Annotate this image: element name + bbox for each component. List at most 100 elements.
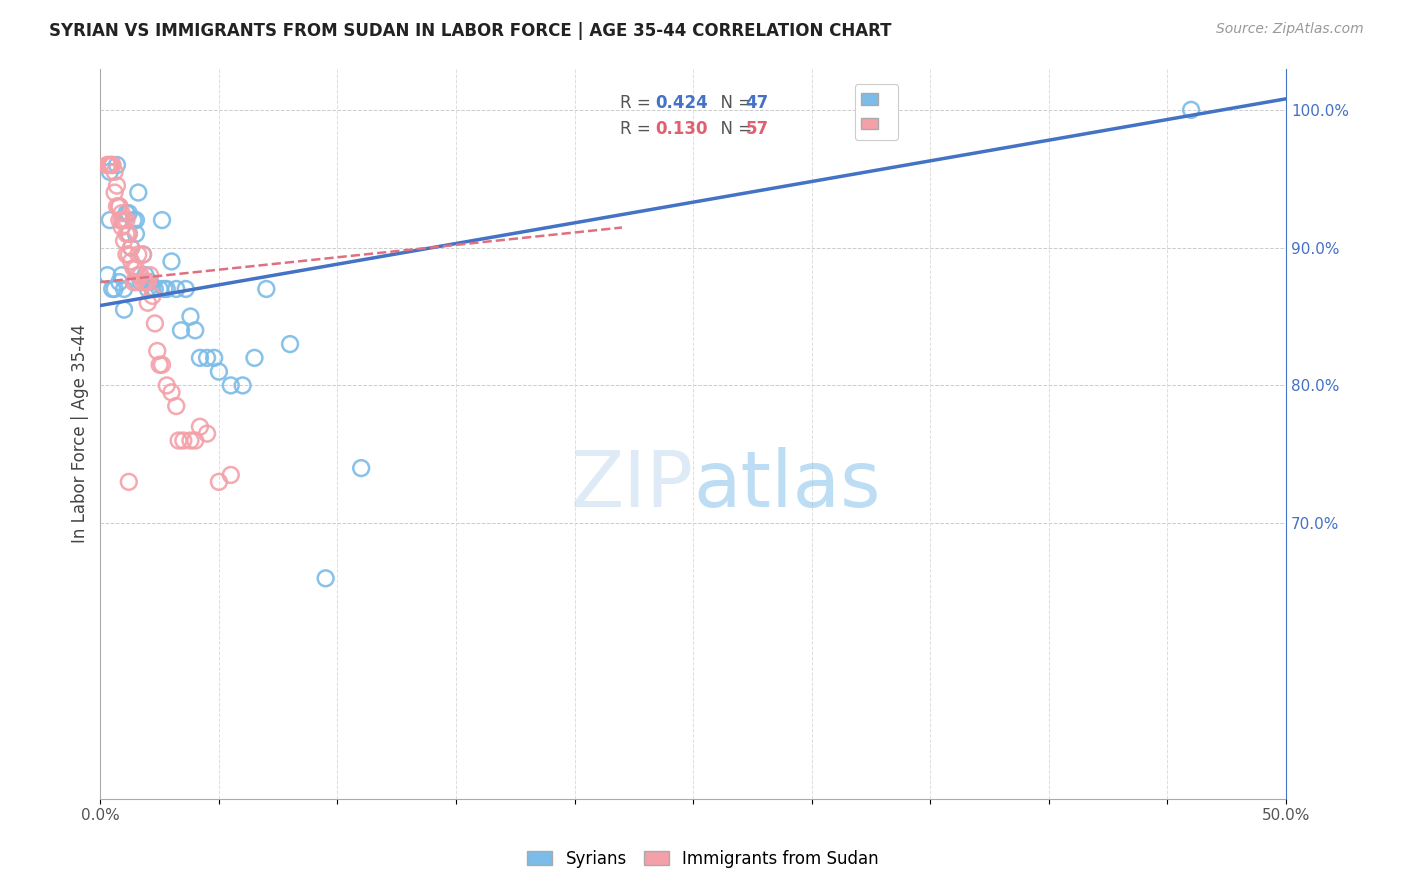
Point xyxy=(134,275,156,289)
Point xyxy=(172,434,194,448)
Point xyxy=(143,282,166,296)
Point xyxy=(98,158,121,172)
Point xyxy=(208,475,231,489)
Point xyxy=(179,310,201,324)
Point xyxy=(120,241,142,255)
Point xyxy=(115,227,138,241)
Point xyxy=(108,275,131,289)
Point xyxy=(129,268,152,283)
Text: SYRIAN VS IMMIGRANTS FROM SUDAN IN LABOR FORCE | AGE 35-44 CORRELATION CHART: SYRIAN VS IMMIGRANTS FROM SUDAN IN LABOR… xyxy=(49,22,891,40)
Point xyxy=(174,282,197,296)
Point xyxy=(141,282,163,296)
Legend:  ,  : , xyxy=(855,84,898,140)
Point xyxy=(150,213,173,227)
Point xyxy=(129,275,152,289)
Text: ZIP: ZIP xyxy=(571,447,693,523)
Point xyxy=(105,178,128,193)
Point xyxy=(101,158,124,172)
Point xyxy=(136,295,159,310)
Text: 0.130: 0.130 xyxy=(655,120,707,137)
Point xyxy=(170,323,193,337)
Point xyxy=(115,213,138,227)
Point xyxy=(149,358,172,372)
Point xyxy=(195,426,218,441)
Point xyxy=(315,571,337,585)
Point xyxy=(150,358,173,372)
Point xyxy=(134,268,156,283)
Point xyxy=(208,365,231,379)
Point xyxy=(118,227,141,241)
Point xyxy=(153,282,176,296)
Point xyxy=(108,213,131,227)
Text: R =: R = xyxy=(620,120,655,137)
Point xyxy=(184,323,207,337)
Point xyxy=(195,351,218,365)
Point xyxy=(103,165,125,179)
Point xyxy=(184,434,207,448)
Point xyxy=(254,282,277,296)
Point xyxy=(118,206,141,220)
Point xyxy=(149,282,172,296)
Point xyxy=(108,199,131,213)
Point xyxy=(111,268,134,283)
Point xyxy=(101,158,124,172)
Point xyxy=(202,351,225,365)
Point xyxy=(101,158,124,172)
Text: 57: 57 xyxy=(745,120,769,137)
Point xyxy=(188,351,211,365)
Point xyxy=(111,206,134,220)
Point xyxy=(98,165,121,179)
Point xyxy=(167,434,190,448)
Point xyxy=(179,434,201,448)
Point xyxy=(160,385,183,400)
Point xyxy=(96,158,118,172)
Point xyxy=(120,241,142,255)
Text: R =: R = xyxy=(620,94,655,112)
Point xyxy=(141,289,163,303)
Point xyxy=(96,268,118,283)
Point xyxy=(112,234,135,248)
Point xyxy=(127,186,149,200)
Point xyxy=(122,261,145,276)
Point xyxy=(350,461,373,475)
Point xyxy=(188,419,211,434)
Point xyxy=(165,282,187,296)
Point xyxy=(156,378,179,392)
Point xyxy=(139,268,162,283)
Legend: Syrians, Immigrants from Sudan: Syrians, Immigrants from Sudan xyxy=(520,844,886,875)
Text: 0.424: 0.424 xyxy=(655,94,709,112)
Point xyxy=(118,247,141,261)
Point xyxy=(132,275,155,289)
Point xyxy=(98,213,121,227)
Point xyxy=(103,186,125,200)
Point xyxy=(125,261,148,276)
Point xyxy=(143,317,166,331)
Point xyxy=(98,158,121,172)
Point xyxy=(127,247,149,261)
Point xyxy=(118,475,141,489)
Point xyxy=(122,275,145,289)
Point xyxy=(278,337,301,351)
Point xyxy=(219,467,242,482)
Point xyxy=(127,268,149,283)
Text: 47: 47 xyxy=(745,94,769,112)
Point xyxy=(122,213,145,227)
Point xyxy=(243,351,266,365)
Point xyxy=(118,227,141,241)
Text: N =: N = xyxy=(710,120,756,137)
Text: N =: N = xyxy=(710,94,756,112)
Point xyxy=(120,254,142,268)
Point xyxy=(132,247,155,261)
Point xyxy=(125,275,148,289)
Point xyxy=(103,282,125,296)
Text: Source: ZipAtlas.com: Source: ZipAtlas.com xyxy=(1216,22,1364,37)
Point xyxy=(1180,103,1202,117)
Point xyxy=(115,206,138,220)
Point xyxy=(136,275,159,289)
Point xyxy=(156,282,179,296)
Point xyxy=(108,199,131,213)
Point xyxy=(146,343,169,358)
Point xyxy=(112,302,135,317)
Y-axis label: In Labor Force | Age 35-44: In Labor Force | Age 35-44 xyxy=(72,324,89,543)
Point xyxy=(111,213,134,227)
